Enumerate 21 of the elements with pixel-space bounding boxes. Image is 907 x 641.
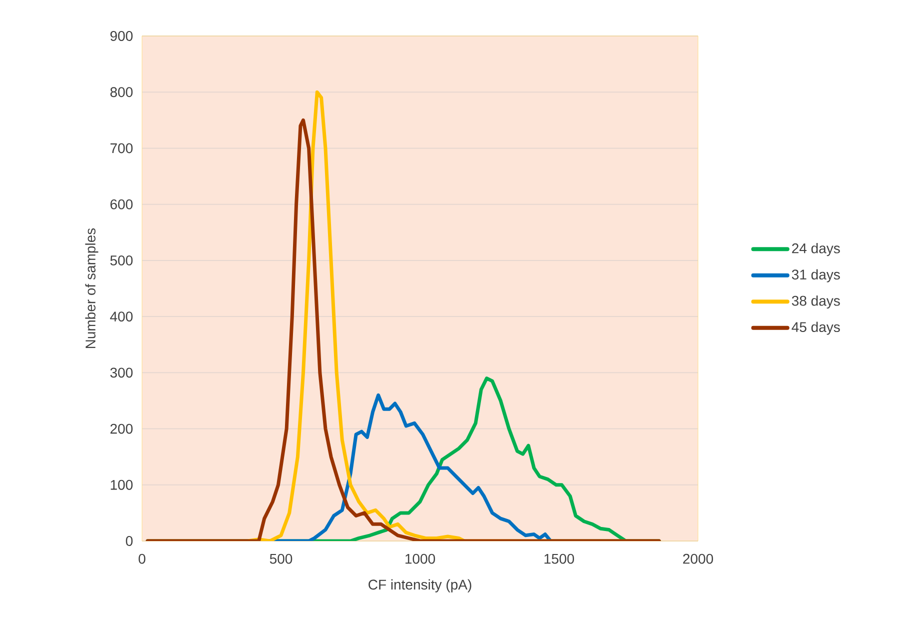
y-tick-label: 900 bbox=[110, 31, 133, 41]
x-tick-label: 500 bbox=[270, 554, 292, 564]
x-tick-label: 1000 bbox=[406, 554, 436, 564]
x-tick-label: 1500 bbox=[544, 554, 574, 564]
y-tick-label: 300 bbox=[110, 368, 133, 378]
y-tick-label: 0 bbox=[126, 536, 133, 546]
x-tick-label: 2000 bbox=[683, 554, 714, 564]
y-tick-label: 800 bbox=[110, 87, 133, 98]
x-tick-label: 0 bbox=[138, 554, 146, 564]
legend-label: 24 days bbox=[792, 243, 840, 256]
legend-label: 31 days bbox=[792, 269, 840, 282]
y-tick-label: 700 bbox=[110, 143, 133, 154]
y-tick-label: 400 bbox=[110, 312, 133, 322]
x-axis-title: CF intensity (pA) bbox=[368, 579, 472, 592]
y-tick-label: 200 bbox=[110, 424, 133, 434]
legend-label: 38 days bbox=[792, 296, 840, 309]
legend-label: 45 days bbox=[792, 322, 840, 335]
y-axis-title: Number of samples bbox=[85, 228, 98, 348]
y-tick-label: 600 bbox=[110, 199, 133, 210]
y-tick-label: 500 bbox=[110, 255, 133, 266]
y-tick-label: 100 bbox=[110, 480, 133, 490]
